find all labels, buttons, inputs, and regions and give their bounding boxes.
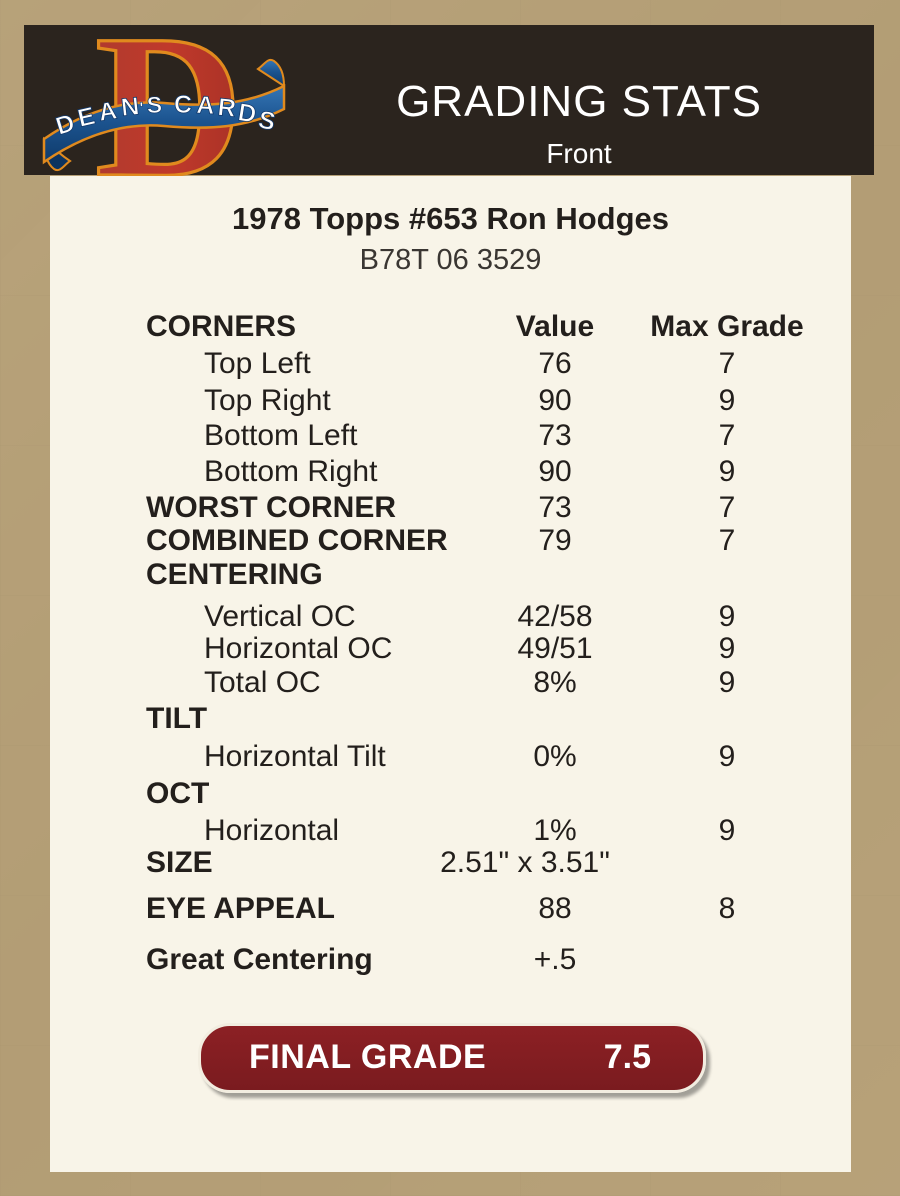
svg-text:C: C: [174, 91, 192, 119]
svg-text:N: N: [120, 92, 141, 122]
svg-text:A: A: [196, 91, 216, 120]
svg-text:S: S: [146, 91, 162, 118]
